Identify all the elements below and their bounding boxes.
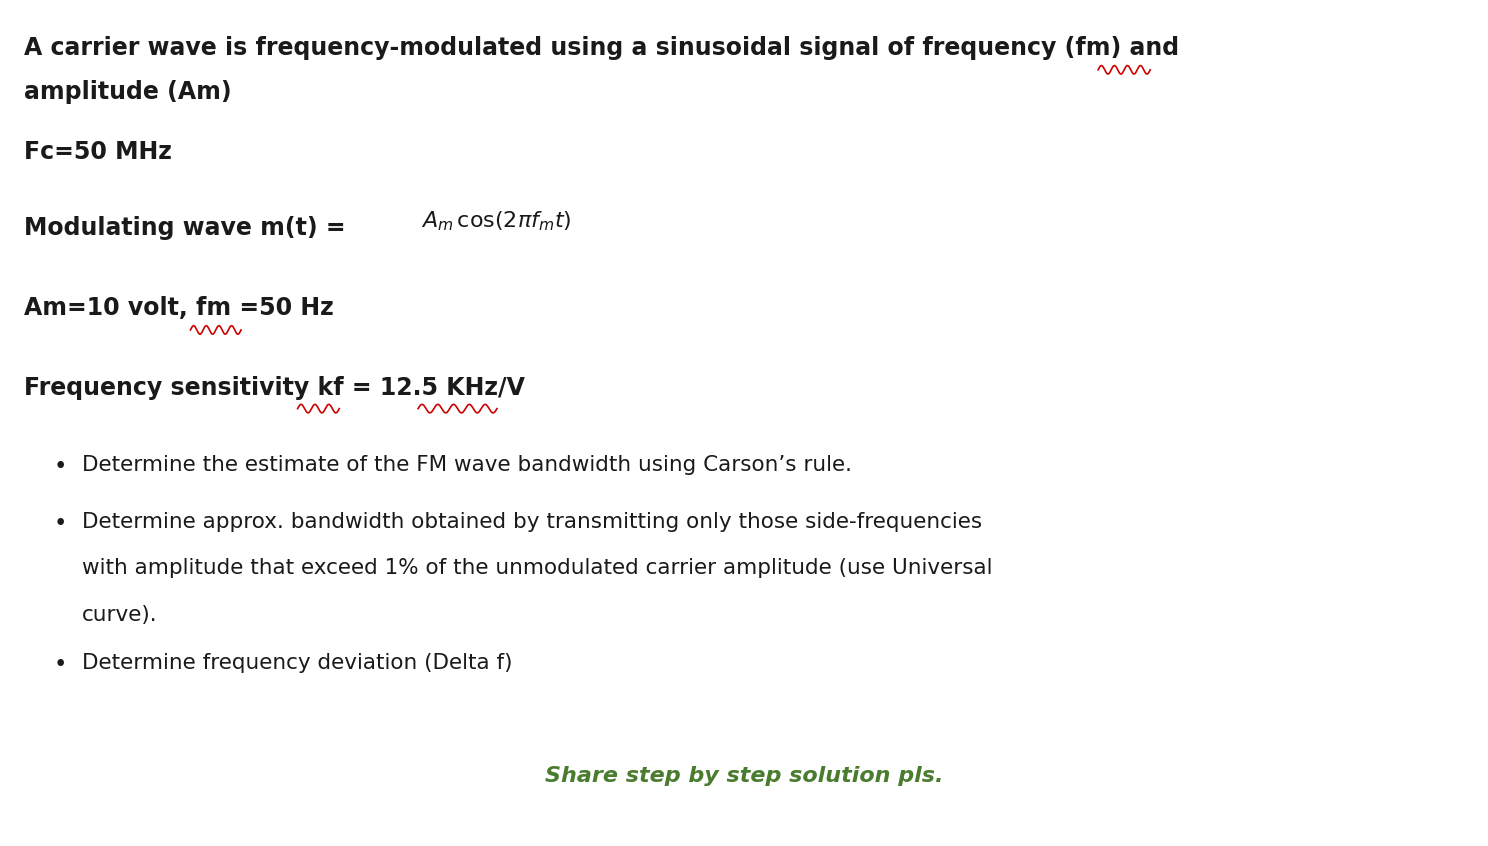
- Text: •: •: [54, 653, 67, 676]
- Text: Frequency sensitivity kf = 12.5 KHz/V: Frequency sensitivity kf = 12.5 KHz/V: [24, 376, 525, 400]
- Text: Modulating wave m(t) =: Modulating wave m(t) =: [24, 216, 354, 239]
- Text: •: •: [54, 455, 67, 478]
- Text: Am=10 volt, fm =50 Hz: Am=10 volt, fm =50 Hz: [24, 296, 333, 320]
- Text: A carrier wave is frequency-modulated using a sinusoidal signal of frequency (fm: A carrier wave is frequency-modulated us…: [24, 36, 1178, 59]
- Text: •: •: [54, 512, 67, 535]
- Text: curve).: curve).: [82, 605, 158, 625]
- Text: with amplitude that exceed 1% of the unmodulated carrier amplitude (use Universa: with amplitude that exceed 1% of the unm…: [82, 558, 992, 579]
- Text: Determine frequency deviation (Delta f): Determine frequency deviation (Delta f): [82, 653, 512, 673]
- Text: Determine the estimate of the FM wave bandwidth using Carson’s rule.: Determine the estimate of the FM wave ba…: [82, 455, 851, 475]
- Text: Fc=50 MHz: Fc=50 MHz: [24, 140, 171, 163]
- Text: Share step by step solution pls.: Share step by step solution pls.: [545, 766, 943, 786]
- Text: Determine approx. bandwidth obtained by transmitting only those side-frequencies: Determine approx. bandwidth obtained by …: [82, 512, 982, 532]
- Text: amplitude (Am): amplitude (Am): [24, 80, 232, 104]
- Text: $A_m\,\mathrm{cos}(2\pi f_m t)$: $A_m\,\mathrm{cos}(2\pi f_m t)$: [421, 210, 571, 233]
